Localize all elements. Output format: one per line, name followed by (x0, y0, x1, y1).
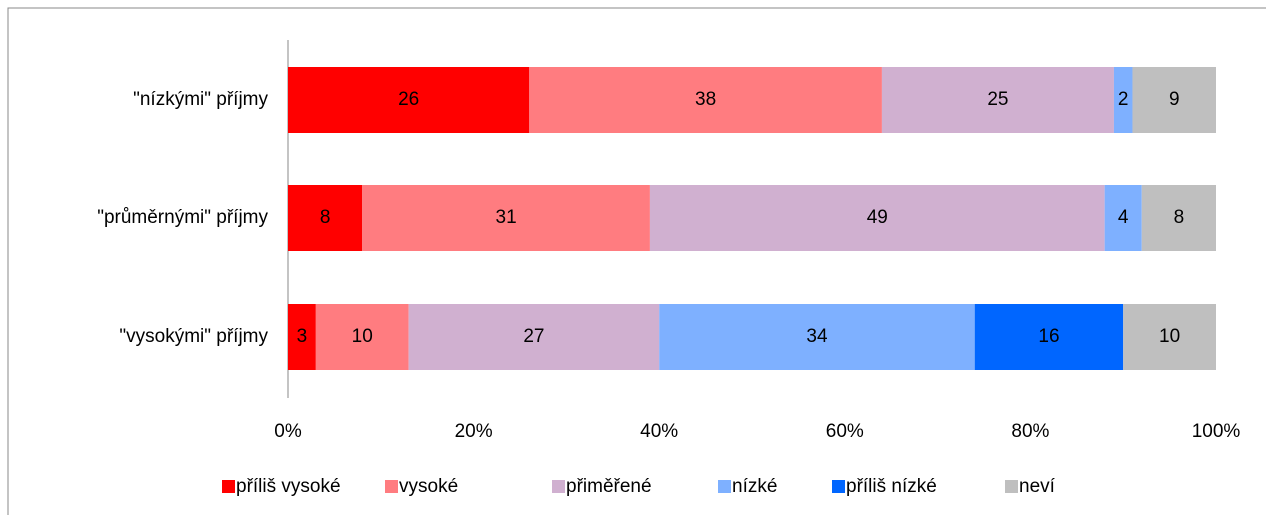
legend-label: příliš vysoké (236, 476, 341, 497)
x-tick-label: 20% (455, 421, 493, 442)
data-label: 10 (1159, 326, 1180, 347)
chart-frame (7, 7, 1266, 515)
x-tick-label: 0% (274, 421, 302, 442)
x-tick-label: 60% (826, 421, 864, 442)
data-label: 8 (320, 207, 331, 228)
legend-swatch (552, 480, 565, 493)
data-label: 2 (1118, 89, 1129, 110)
data-label: 9 (1169, 89, 1180, 110)
bar-segment (408, 304, 660, 370)
data-label: 38 (695, 89, 716, 110)
bar-segment (288, 67, 530, 133)
y-tick-label: "průměrnými" příjmy (97, 207, 268, 228)
data-label: 8 (1174, 207, 1185, 228)
bar-segment (529, 67, 882, 133)
data-label: 25 (987, 89, 1008, 110)
y-tick-label: "nízkými" příjmy (133, 89, 268, 110)
data-label: 3 (297, 326, 308, 347)
legend-label: přiměřené (566, 476, 652, 497)
bar-segment (288, 185, 363, 251)
legend-swatch (832, 480, 845, 493)
data-label: 31 (496, 207, 517, 228)
data-label: 16 (1038, 326, 1059, 347)
legend-label: neví (1019, 476, 1056, 497)
data-label: 27 (523, 326, 544, 347)
bar-segment (1123, 304, 1216, 370)
bar-segment (1113, 67, 1133, 133)
bar-segment (659, 304, 975, 370)
bar-segment (649, 185, 1105, 251)
bar-segment (1104, 185, 1142, 251)
legend-swatch (1005, 480, 1018, 493)
bar-segment (315, 304, 409, 370)
legend-swatch (385, 480, 398, 493)
bar-segment (1141, 185, 1216, 251)
bar-segment (881, 67, 1114, 133)
data-label: 26 (398, 89, 419, 110)
bar-segment (1132, 67, 1216, 133)
legend-swatch (222, 480, 235, 493)
bar-segment (362, 185, 650, 251)
legend-label: vysoké (399, 476, 458, 497)
data-label: 34 (806, 326, 828, 347)
data-label: 49 (867, 207, 888, 228)
bar-segment (288, 304, 316, 370)
legend-label: příliš nízké (846, 476, 937, 497)
x-tick-label: 100% (1192, 421, 1241, 442)
x-tick-label: 40% (640, 421, 678, 442)
bar-segment (974, 304, 1124, 370)
y-tick-label: "vysokými" příjmy (119, 326, 268, 347)
legend-label: nízké (732, 476, 777, 497)
legend-swatch (718, 480, 731, 493)
x-tick-label: 80% (1011, 421, 1049, 442)
data-label: 10 (352, 326, 373, 347)
data-label: 4 (1118, 207, 1129, 228)
